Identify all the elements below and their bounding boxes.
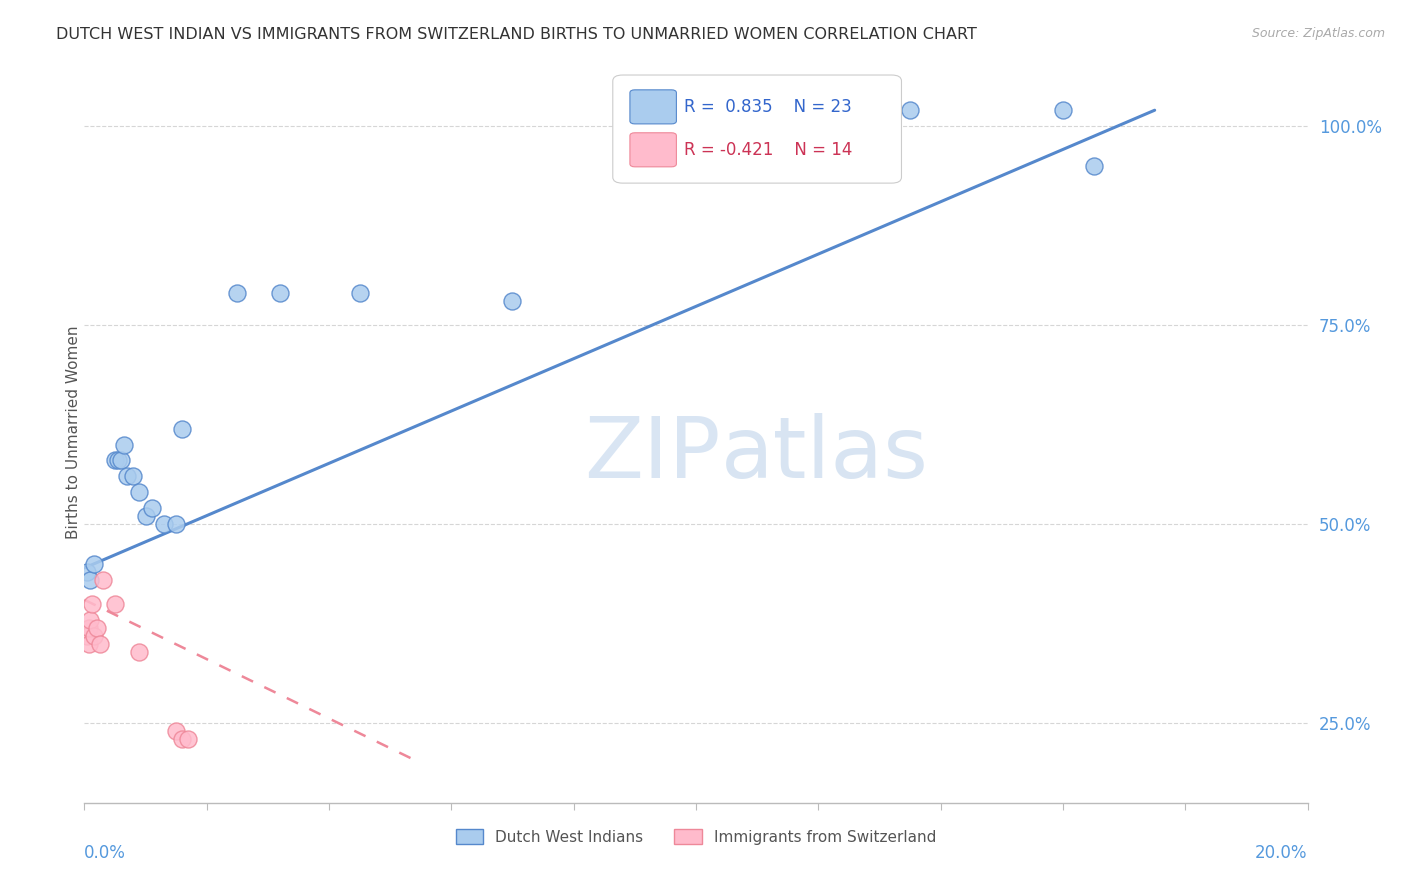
- Point: [135, 509, 157, 524]
- Point: [172, 422, 194, 436]
- Point: [91, 573, 114, 587]
- Point: [153, 517, 176, 532]
- Point: [502, 294, 524, 309]
- Point: [269, 286, 291, 301]
- Point: [83, 557, 105, 571]
- Point: [177, 732, 200, 747]
- Point: [76, 629, 98, 643]
- Point: [172, 732, 194, 747]
- Point: [77, 621, 100, 635]
- Point: [1052, 103, 1074, 118]
- Point: [349, 286, 371, 301]
- Point: [86, 621, 108, 635]
- Text: ZIP: ZIP: [583, 413, 720, 496]
- Point: [165, 517, 187, 532]
- Point: [1083, 159, 1105, 173]
- Point: [115, 469, 138, 483]
- Point: [77, 637, 100, 651]
- Point: [128, 485, 150, 500]
- Text: Source: ZipAtlas.com: Source: ZipAtlas.com: [1251, 27, 1385, 40]
- Point: [79, 573, 101, 587]
- Point: [89, 637, 111, 651]
- Point: [104, 453, 127, 467]
- Y-axis label: Births to Unmarried Women: Births to Unmarried Women: [66, 326, 80, 540]
- Point: [112, 437, 135, 451]
- Point: [110, 453, 132, 467]
- Text: 0.0%: 0.0%: [84, 844, 127, 862]
- Point: [141, 501, 163, 516]
- Legend: Dutch West Indians, Immigrants from Switzerland: Dutch West Indians, Immigrants from Swit…: [450, 822, 942, 851]
- Point: [685, 103, 707, 118]
- FancyBboxPatch shape: [613, 75, 901, 183]
- Point: [226, 286, 249, 301]
- Point: [80, 597, 103, 611]
- Text: R = -0.421    N = 14: R = -0.421 N = 14: [683, 141, 852, 159]
- Text: R =  0.835    N = 23: R = 0.835 N = 23: [683, 98, 852, 116]
- Text: DUTCH WEST INDIAN VS IMMIGRANTS FROM SWITZERLAND BIRTHS TO UNMARRIED WOMEN CORRE: DUTCH WEST INDIAN VS IMMIGRANTS FROM SWI…: [56, 27, 977, 42]
- Point: [107, 453, 129, 467]
- Point: [104, 597, 127, 611]
- Point: [898, 103, 921, 118]
- FancyBboxPatch shape: [630, 90, 676, 124]
- Text: 20.0%: 20.0%: [1256, 844, 1308, 862]
- FancyBboxPatch shape: [630, 133, 676, 167]
- Point: [165, 724, 187, 739]
- Point: [76, 565, 98, 579]
- Point: [83, 629, 105, 643]
- Text: atlas: atlas: [720, 413, 928, 496]
- Point: [122, 469, 145, 483]
- Point: [79, 613, 101, 627]
- Point: [128, 644, 150, 658]
